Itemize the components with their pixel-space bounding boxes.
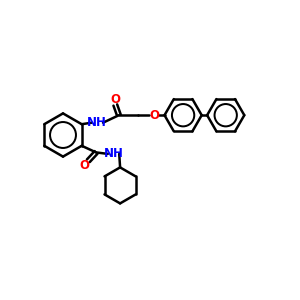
Text: NH: NH	[103, 147, 123, 161]
Text: O: O	[110, 93, 120, 106]
Text: O: O	[149, 109, 159, 122]
Text: O: O	[80, 159, 90, 172]
Text: NH: NH	[87, 116, 107, 129]
